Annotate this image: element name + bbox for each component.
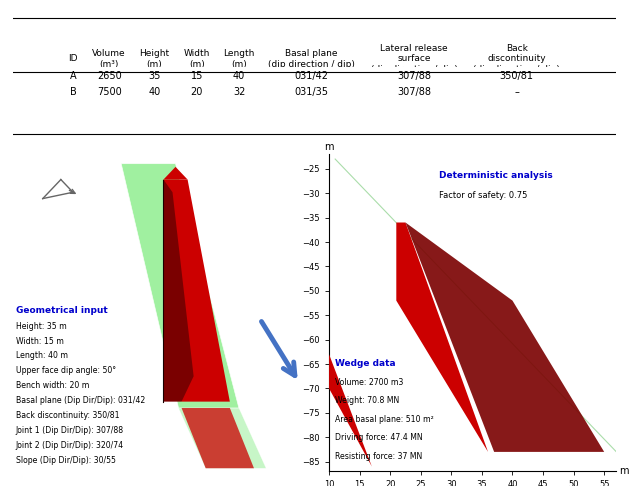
Text: Deterministic analysis: Deterministic analysis <box>439 171 553 180</box>
Text: Upper face dip angle: 50°: Upper face dip angle: 50° <box>16 366 116 375</box>
Polygon shape <box>121 164 239 408</box>
Text: Factor of safety: 0.75: Factor of safety: 0.75 <box>439 191 528 200</box>
Polygon shape <box>164 179 230 401</box>
Polygon shape <box>164 179 194 401</box>
Text: m: m <box>325 142 334 152</box>
Text: Basal plane (Dip Dir/Dip): 031/42: Basal plane (Dip Dir/Dip): 031/42 <box>16 396 145 405</box>
Polygon shape <box>406 223 604 452</box>
Text: Area basal plane: 510 m²: Area basal plane: 510 m² <box>335 415 434 424</box>
Text: Resisting force: 37 MN: Resisting force: 37 MN <box>335 452 423 461</box>
Text: Back discontinuity: 350/81: Back discontinuity: 350/81 <box>16 411 120 420</box>
Text: Height: 35 m: Height: 35 m <box>16 322 66 330</box>
Text: Length: 40 m: Length: 40 m <box>16 351 67 361</box>
Polygon shape <box>179 408 266 468</box>
Text: Wedge data: Wedge data <box>335 359 396 368</box>
Text: Driving force: 47.4 MN: Driving force: 47.4 MN <box>335 434 423 442</box>
Text: Slope (Dip Dir/Dip): 30/55: Slope (Dip Dir/Dip): 30/55 <box>16 456 116 465</box>
Text: Geometrical input: Geometrical input <box>16 307 108 315</box>
Polygon shape <box>329 354 372 467</box>
Polygon shape <box>164 167 187 179</box>
Text: Weight: 70.8 MN: Weight: 70.8 MN <box>335 396 399 405</box>
Polygon shape <box>182 408 254 468</box>
Text: Bench width: 20 m: Bench width: 20 m <box>16 382 89 390</box>
Text: Joint 1 (Dip Dir/Dip): 307/88: Joint 1 (Dip Dir/Dip): 307/88 <box>16 426 124 435</box>
Text: Width: 15 m: Width: 15 m <box>16 337 64 346</box>
Text: Joint 2 (Dip Dir/Dip): 320/74: Joint 2 (Dip Dir/Dip): 320/74 <box>16 441 124 450</box>
Text: m: m <box>620 467 629 476</box>
Text: Volume: 2700 m3: Volume: 2700 m3 <box>335 378 404 387</box>
Polygon shape <box>396 223 488 452</box>
